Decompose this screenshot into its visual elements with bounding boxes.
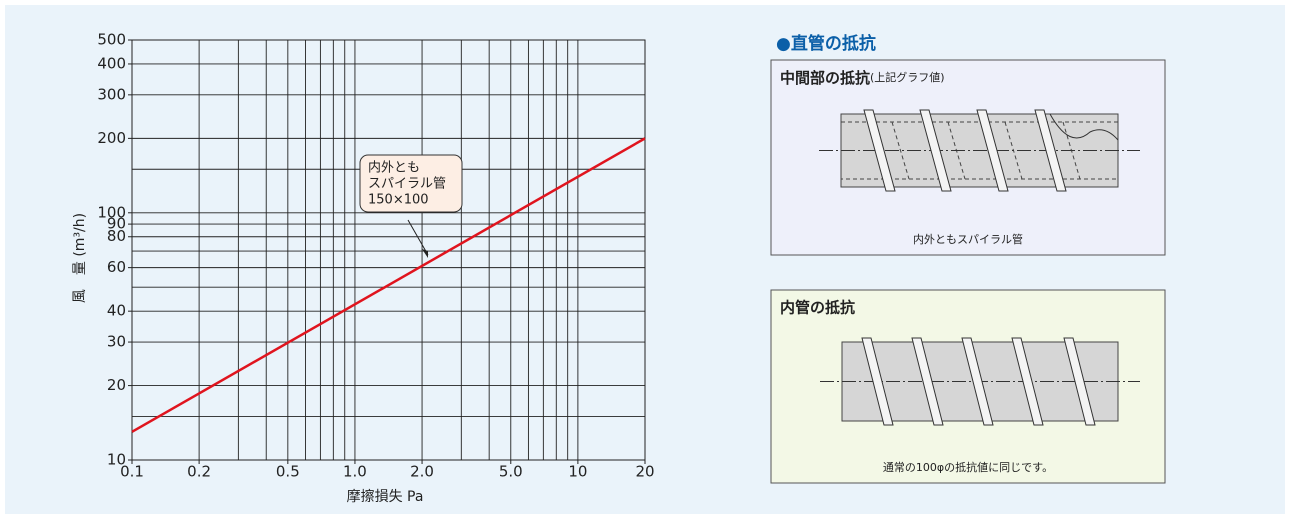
plot-area [131, 39, 646, 461]
x-axis-label: 摩擦損失 Pa [347, 488, 424, 505]
y-tick-label: 500 [97, 31, 126, 49]
y-tick-label: 20 [107, 376, 126, 394]
y-tick-label: 10 [107, 451, 126, 469]
spiral-seam [1063, 337, 1096, 426]
spiral-seam [863, 109, 896, 192]
y-tick-label: 300 [97, 85, 126, 103]
panel-caption: 内外ともスパイラル管 [913, 232, 1023, 246]
panel-title: 内管の抵抗 [780, 299, 855, 317]
y-tick-label: 80 [107, 227, 126, 245]
panel-note: (上記グラフ値) [870, 70, 945, 84]
spiral-seam [1011, 337, 1044, 426]
panel-title: 中間部の抵抗(上記グラフ値) [780, 69, 945, 87]
x-tick-label: 1.0 [343, 463, 367, 481]
x-tick-label: 0.2 [187, 463, 211, 481]
y-axis-label: 風 量 (m³/h) [72, 213, 88, 303]
annotation-arrowhead [422, 249, 428, 258]
spiral-seam [861, 337, 894, 426]
y-tick-label: 60 [107, 258, 126, 276]
x-tick-label: 0.5 [276, 463, 300, 481]
y-tick-label: 90 [107, 215, 126, 233]
diagram-heading: ●直管の抵抗 [776, 33, 876, 54]
annotation-text: 内外とも [368, 160, 420, 176]
y-tick-label: 40 [107, 302, 126, 320]
y-tick-label: 100 [97, 203, 126, 221]
annotation-text: スパイラル管 [368, 177, 446, 192]
x-tick-label: 5.0 [499, 463, 523, 481]
x-tick-label: 0.1 [120, 463, 144, 481]
x-tick-label: 2.0 [410, 463, 434, 481]
y-tick-label: 200 [97, 129, 126, 147]
y-tick-label: 400 [97, 54, 126, 72]
spiral-seam [919, 109, 952, 192]
x-tick-label: 10 [568, 463, 587, 481]
spiral-seam [976, 109, 1009, 192]
y-tick-label: 30 [107, 333, 126, 351]
pipe-diagrams [819, 109, 1140, 426]
panel-title-text: 中間部の抵抗 [780, 69, 870, 87]
annotation-arrow [407, 219, 429, 256]
annotation-text: 150×100 [368, 193, 429, 208]
spiral-seam [1034, 109, 1067, 192]
spiral-seam [961, 337, 994, 426]
panel-caption: 通常の100φの抵抗値に同じです。 [883, 460, 1053, 474]
annotation-box [359, 154, 463, 213]
cutaway [1049, 113, 1119, 141]
spiral-seam [911, 337, 944, 426]
x-tick-label: 20 [635, 463, 654, 481]
inner-spiral [891, 121, 910, 180]
data-line [131, 137, 646, 433]
